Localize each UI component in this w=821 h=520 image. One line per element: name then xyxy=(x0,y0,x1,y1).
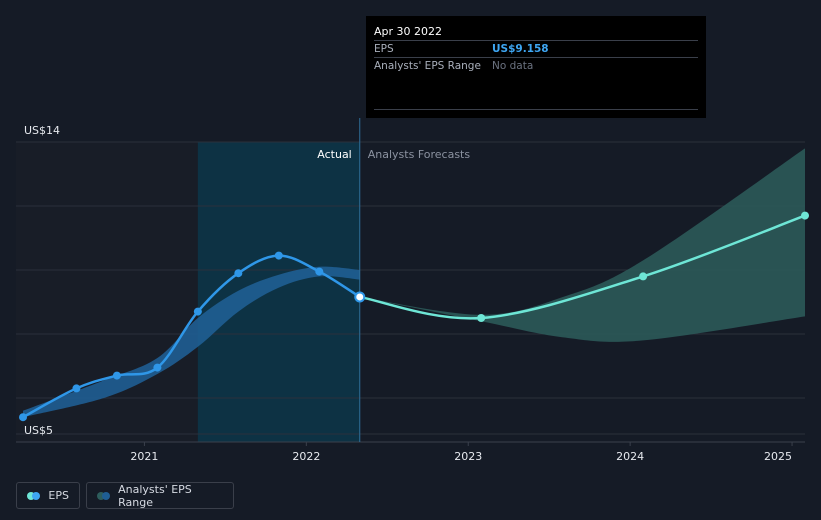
tooltip-range-value: No data xyxy=(492,60,534,72)
region-label-actual: Actual xyxy=(317,148,351,161)
tooltip-date: Apr 30 2022 xyxy=(374,25,443,38)
x-tick-label: 2025 xyxy=(764,450,792,463)
forecast-range-band xyxy=(359,148,805,342)
tooltip: Apr 30 2022 EPS US$9.158 Analysts' EPS R… xyxy=(366,16,706,118)
eps-actual-point xyxy=(234,269,243,278)
eps-actual-point xyxy=(19,413,27,422)
range-legend-icon xyxy=(97,491,110,500)
x-tick-label: 2022 xyxy=(292,450,320,463)
eps-forecast-point xyxy=(639,272,648,281)
y-tick-label-max: US$14 xyxy=(24,124,60,137)
eps-forecast-point xyxy=(477,314,486,322)
tooltip-row-range: Analysts' EPS Range No data xyxy=(374,57,698,74)
x-tick-label: 2024 xyxy=(616,450,644,463)
eps-actual-point xyxy=(153,363,162,372)
eps-actual-point xyxy=(274,251,283,260)
eps-actual-point xyxy=(315,267,324,276)
eps-current-point xyxy=(354,291,366,303)
x-tick-label: 2023 xyxy=(454,450,482,463)
eps-forecast-point xyxy=(801,211,809,220)
legend-item-eps[interactable]: EPS xyxy=(16,482,80,509)
eps-actual-point xyxy=(112,371,121,380)
eps-actual-point xyxy=(193,307,202,316)
tooltip-eps-value: US$9.158 xyxy=(492,43,549,55)
x-tick-label: 2021 xyxy=(130,450,158,463)
y-tick-label-min: US$5 xyxy=(24,424,53,437)
eps-forecast-line xyxy=(359,214,806,320)
region-label-forecast: Analysts Forecasts xyxy=(368,148,471,161)
legend-range-label: Analysts' EPS Range xyxy=(118,482,192,509)
highlight-region xyxy=(197,142,360,442)
tooltip-row-eps: EPS US$9.158 xyxy=(374,40,698,57)
legend-item-range[interactable]: Analysts' EPS Range xyxy=(86,482,234,509)
eps-legend-icon xyxy=(27,491,40,500)
legend-eps-label: EPS xyxy=(48,489,69,502)
tooltip-eps-label: EPS xyxy=(374,43,394,55)
tooltip-divider xyxy=(374,109,698,110)
eps-actual-point xyxy=(72,384,81,393)
actual-range-band xyxy=(23,266,360,418)
tooltip-range-label: Analysts' EPS Range xyxy=(374,60,481,72)
